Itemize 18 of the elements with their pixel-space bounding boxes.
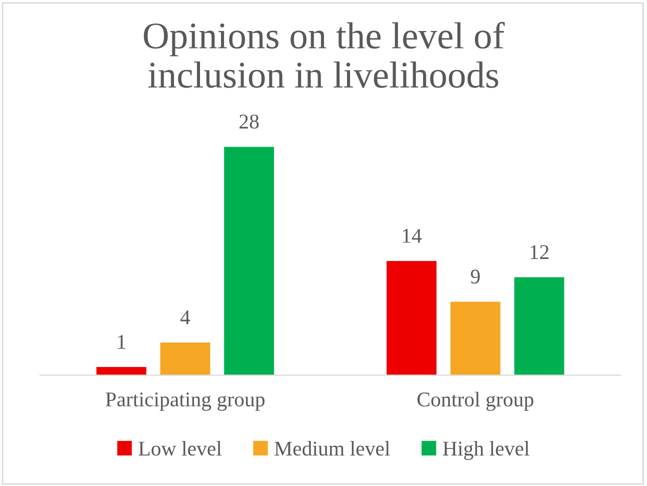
- data-label: 12: [530, 245, 548, 259]
- bar: [514, 277, 564, 376]
- x-tick-label: Control group: [418, 392, 534, 411]
- data-label: 14: [402, 228, 422, 243]
- chart-title: Opinions on the level of inclusion in livelihoods: [144, 22, 505, 88]
- bar: [160, 342, 210, 376]
- bar: [96, 367, 146, 376]
- legend-label: Low level: [138, 441, 222, 456]
- data-label: 1: [118, 334, 126, 349]
- data-label: 4: [180, 310, 190, 324]
- bar: [450, 302, 500, 376]
- bar: [386, 260, 436, 376]
- data-label: 28: [240, 114, 259, 129]
- legend-label: Medium level: [274, 441, 390, 456]
- x-tick-label: Participating group: [106, 392, 265, 411]
- legend-label: High level: [443, 441, 530, 460]
- bar: [224, 146, 274, 376]
- data-label: 9: [470, 270, 480, 284]
